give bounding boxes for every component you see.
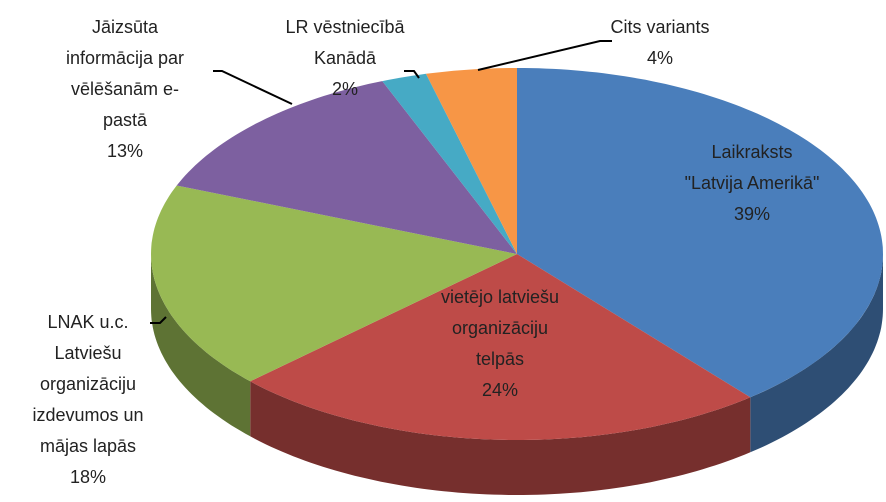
label-line: mājas lapās xyxy=(40,436,136,456)
label-line: vēlēšanām e- xyxy=(71,79,179,99)
value-label: 2% xyxy=(332,79,358,99)
leader-line xyxy=(150,316,167,324)
label-line: Laikraksts xyxy=(711,142,792,162)
label-line: organizāciju xyxy=(40,374,136,394)
value-label: 4% xyxy=(647,48,673,68)
label-line: Latviešu xyxy=(54,343,121,363)
slice-label: Jāizsūta informācija par vēlēšanām e-pastā xyxy=(66,17,184,130)
label-line: 4% xyxy=(647,48,673,68)
label-line: 13% xyxy=(107,141,143,161)
label-line: Cits variants xyxy=(610,17,709,37)
slice xyxy=(382,73,517,254)
label-line: 2% xyxy=(332,79,358,99)
value-label: 39% xyxy=(734,204,770,224)
slice-side xyxy=(750,254,883,453)
slice-label: Cits variants xyxy=(610,17,709,37)
label-line: 24% xyxy=(482,380,518,400)
slice xyxy=(176,81,517,254)
slice-label: Laikraksts "Latvija Amerikā" xyxy=(685,142,820,193)
label-line: LNAK u.c. xyxy=(47,312,128,332)
label-line: Jāizsūta xyxy=(92,17,159,37)
label-line: 39% xyxy=(734,204,770,224)
label-line: organizāciju xyxy=(452,318,548,338)
value-label: 13% xyxy=(107,141,143,161)
slice-label: LR vēstniecībā Kanādā xyxy=(285,17,405,68)
leader-line xyxy=(404,70,420,79)
slice xyxy=(426,68,517,254)
leader-line xyxy=(213,70,293,105)
value-label: 18% xyxy=(70,467,106,487)
label-line: Kanādā xyxy=(314,48,377,68)
label-line: vietējo latviešu xyxy=(441,287,559,307)
leader-line xyxy=(477,40,612,71)
value-label: 24% xyxy=(482,380,518,400)
label-line: telpās xyxy=(476,349,524,369)
label-line: 18% xyxy=(70,467,106,487)
slice xyxy=(250,254,751,440)
slice xyxy=(151,185,517,382)
slice-side xyxy=(151,254,251,437)
label-line: LR vēstniecībā xyxy=(285,17,405,37)
slice xyxy=(517,68,883,398)
slice-label: LNAK u.c. Latviešu organizāciju izdevumos u… xyxy=(32,312,143,456)
label-line: pastā xyxy=(103,110,148,130)
slice-label: vietējo latviešu organizāciju telpās xyxy=(441,287,559,369)
label-line: informācija par xyxy=(66,48,184,68)
label-line: izdevumos un xyxy=(32,405,143,425)
slice-side xyxy=(250,381,751,495)
label-line: "Latvija Amerikā" xyxy=(685,173,820,193)
